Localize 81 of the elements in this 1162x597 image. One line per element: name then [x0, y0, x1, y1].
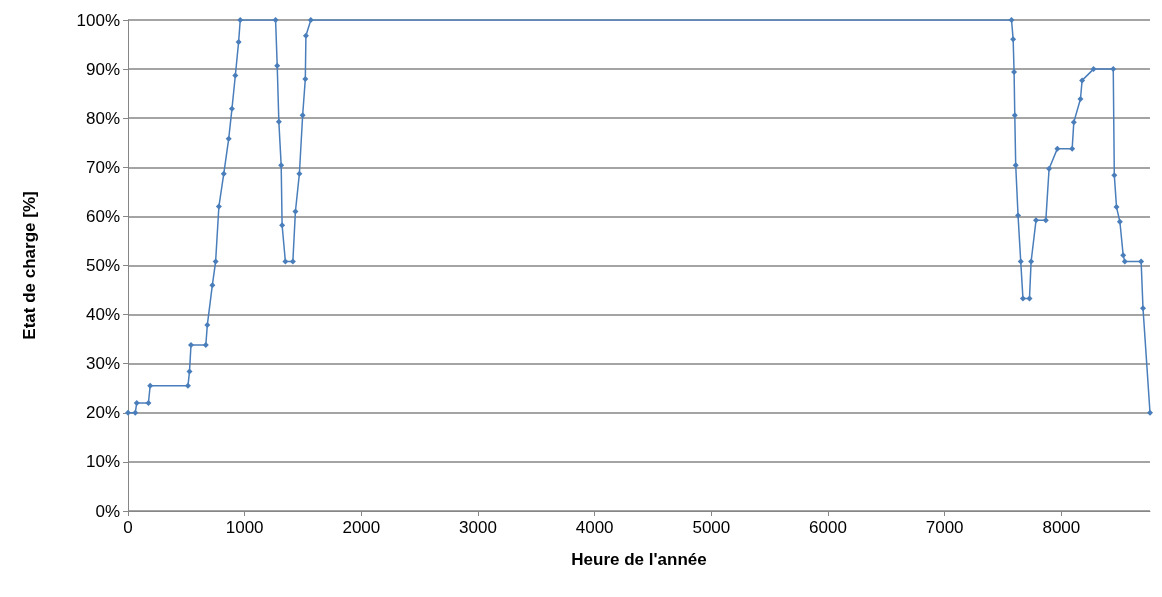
point [1012, 162, 1019, 169]
point [1054, 145, 1061, 152]
point [228, 105, 235, 112]
y-tick-label: 10% [85, 452, 120, 472]
point [302, 32, 309, 39]
point [1147, 409, 1153, 416]
point [275, 118, 282, 125]
y-tick-label: 60% [85, 206, 120, 226]
point [1116, 218, 1123, 225]
y-tick-label: 40% [85, 305, 120, 325]
point [299, 112, 306, 119]
point [184, 382, 191, 389]
y-axis-title: Etat de charge [%] [20, 191, 39, 340]
point [1111, 172, 1118, 179]
point [133, 399, 140, 406]
y-tick-label: 30% [85, 354, 120, 374]
point [1140, 305, 1146, 312]
x-tick-label: 1000 [225, 518, 264, 537]
y-tick-label: 90% [85, 59, 120, 79]
point [292, 208, 299, 215]
point [278, 162, 285, 169]
y-tick-label: 100% [76, 10, 120, 30]
point [1138, 258, 1145, 265]
x-tick-label: 8000 [1042, 518, 1081, 537]
point [279, 222, 286, 229]
point [235, 39, 242, 46]
point [1008, 17, 1015, 23]
point [1028, 258, 1035, 265]
x-tick-label: 4000 [575, 518, 614, 537]
x-tick-label: 0 [123, 518, 133, 537]
point [232, 72, 239, 79]
x-tick-label: 7000 [925, 518, 964, 537]
point [202, 342, 209, 349]
point [1069, 145, 1076, 152]
point [209, 282, 216, 289]
point [282, 258, 289, 265]
point [1046, 165, 1053, 172]
point [204, 321, 211, 328]
point [186, 368, 193, 375]
point [1070, 119, 1077, 126]
point [1042, 217, 1049, 224]
point [188, 342, 194, 349]
point [145, 399, 152, 406]
point [1019, 295, 1026, 302]
point [1077, 96, 1084, 103]
point [1010, 36, 1017, 43]
point [1011, 69, 1018, 76]
point [1079, 77, 1086, 84]
point [1026, 295, 1033, 302]
point [302, 75, 309, 82]
y-tick-label: 20% [85, 403, 120, 423]
x-tick-label: 6000 [809, 518, 847, 537]
point [289, 258, 296, 265]
point [237, 17, 244, 23]
point [1011, 112, 1018, 119]
point [225, 135, 232, 142]
point [220, 170, 227, 177]
x-tick-label: 5000 [692, 518, 731, 537]
x-axis-title: Heure de l'année [571, 550, 707, 569]
point [1015, 212, 1022, 219]
point [274, 62, 281, 69]
x-tick-label: 2000 [342, 518, 381, 537]
point [272, 17, 279, 23]
point [307, 17, 314, 23]
point [1090, 66, 1097, 73]
y-tick-label: 0% [95, 501, 120, 521]
y-tick-label: 80% [85, 108, 120, 128]
point [1017, 258, 1024, 265]
point [1113, 204, 1120, 211]
point [296, 170, 303, 177]
y-tick-label: 70% [85, 157, 120, 177]
y-tick-label: 50% [85, 256, 120, 275]
point [132, 409, 139, 416]
point [1121, 258, 1128, 265]
point [147, 382, 154, 389]
point [212, 258, 219, 265]
x-tick-label: 3000 [459, 518, 497, 537]
point [1110, 66, 1117, 73]
point [1033, 217, 1040, 224]
point [215, 203, 222, 210]
point [1120, 252, 1127, 259]
